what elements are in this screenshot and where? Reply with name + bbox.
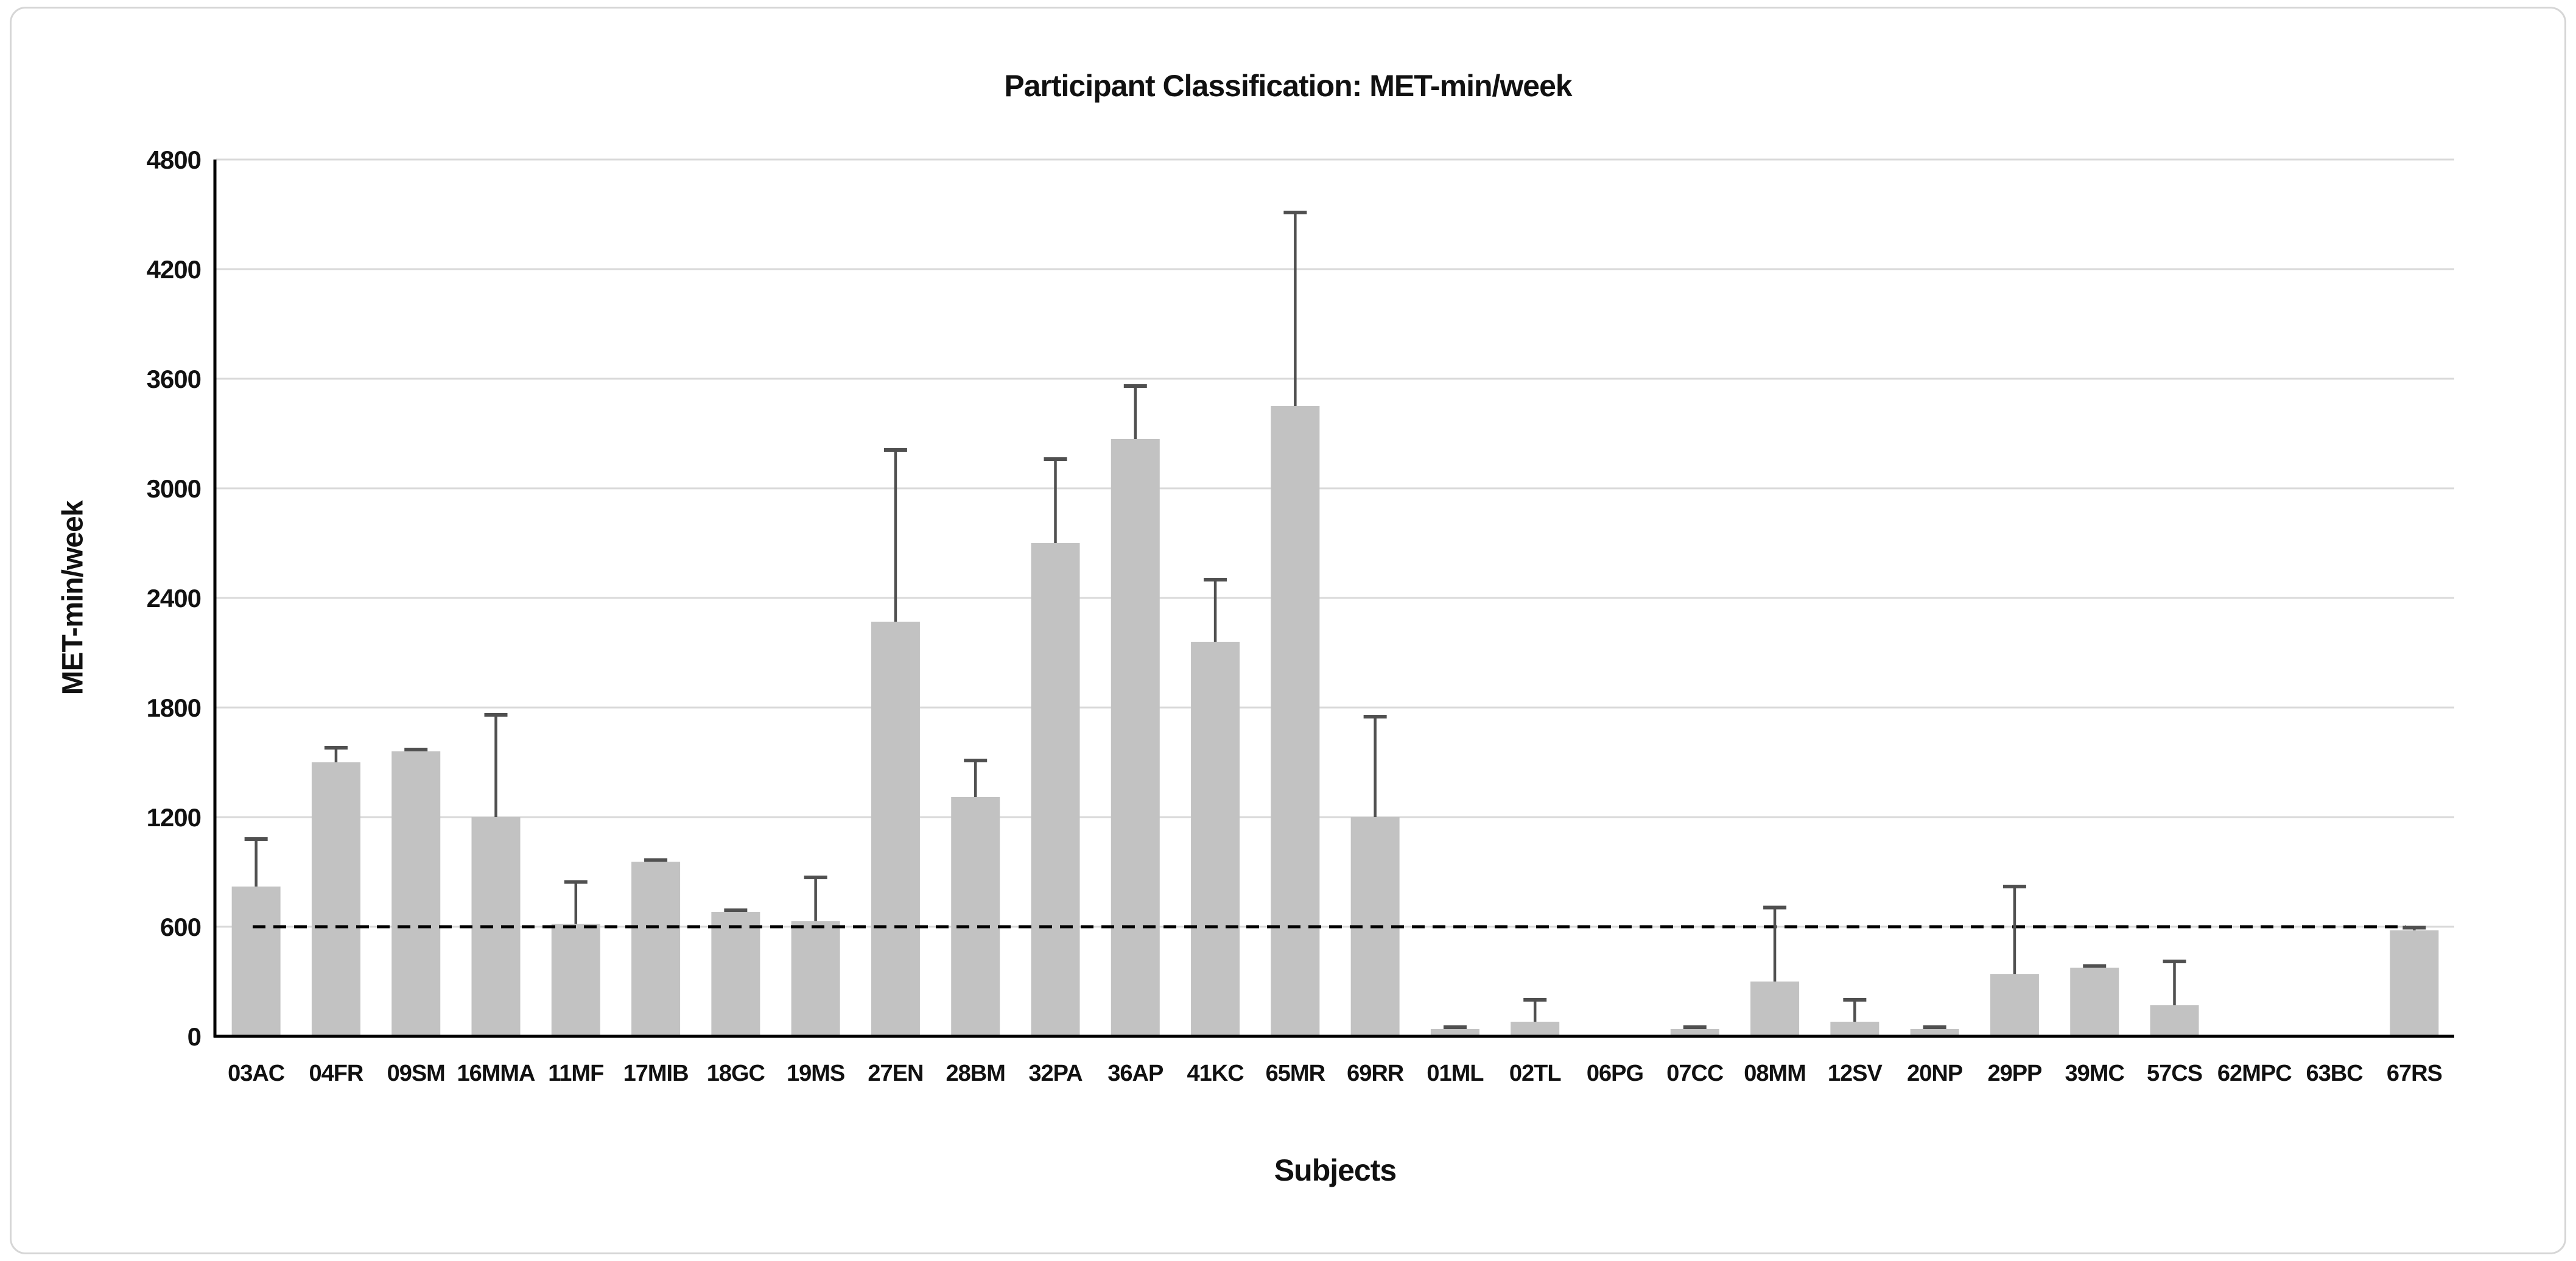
x-label-18GC: 18GC xyxy=(707,1061,765,1086)
x-label-69RR: 69RR xyxy=(1347,1061,1404,1086)
y-tick-label-2400: 2400 xyxy=(147,584,201,613)
y-tick-label-1200: 1200 xyxy=(147,803,201,832)
x-label-08MM: 08MM xyxy=(1744,1061,1806,1086)
x-label-19MS: 19MS xyxy=(787,1061,844,1086)
x-label-20NP: 20NP xyxy=(1907,1061,1963,1086)
x-label-32PA: 32PA xyxy=(1028,1061,1083,1086)
bar-67RS xyxy=(2390,930,2439,1036)
x-label-67RS: 67RS xyxy=(2387,1061,2442,1086)
bar-04FR xyxy=(311,762,360,1036)
bar-03AC xyxy=(231,887,281,1036)
bar-20NP xyxy=(1910,1029,1959,1036)
x-label-41KC: 41KC xyxy=(1187,1061,1244,1086)
bar-11MF xyxy=(551,924,600,1036)
bar-12SV xyxy=(1830,1022,1879,1036)
bar-02TL xyxy=(1511,1022,1560,1036)
x-label-12SV: 12SV xyxy=(1828,1061,1883,1086)
bar-01ML xyxy=(1430,1029,1479,1036)
bar-09SM xyxy=(391,751,441,1036)
x-label-62MPC: 62MPC xyxy=(2217,1061,2292,1086)
x-label-04FR: 04FR xyxy=(309,1061,363,1086)
y-tick-label-1800: 1800 xyxy=(147,694,201,722)
y-tick-label-3000: 3000 xyxy=(147,474,201,503)
x-label-57CS: 57CS xyxy=(2147,1061,2202,1086)
bar-32PA xyxy=(1031,543,1080,1036)
x-label-28BM: 28BM xyxy=(946,1061,1005,1086)
x-label-02TL: 02TL xyxy=(1509,1061,1561,1086)
bar-57CS xyxy=(2150,1005,2199,1036)
x-label-29PP: 29PP xyxy=(1987,1061,2042,1086)
y-tick-label-600: 600 xyxy=(160,913,201,941)
x-label-17MIB: 17MIB xyxy=(623,1061,689,1086)
bar-08MM xyxy=(1750,982,1800,1036)
x-label-11MF: 11MF xyxy=(548,1061,603,1086)
bar-28BM xyxy=(951,797,1000,1036)
bar-18GC xyxy=(711,912,760,1036)
x-label-36AP: 36AP xyxy=(1107,1061,1163,1086)
bar-36AP xyxy=(1111,439,1160,1036)
x-label-63BC: 63BC xyxy=(2306,1061,2363,1086)
x-label-03AC: 03AC xyxy=(228,1061,285,1086)
x-label-39MC: 39MC xyxy=(2065,1061,2125,1086)
x-label-01ML: 01ML xyxy=(1427,1061,1484,1086)
x-label-27EN: 27EN xyxy=(868,1061,923,1086)
y-tick-label-4200: 4200 xyxy=(147,255,201,284)
bar-19MS xyxy=(791,921,840,1036)
bar-29PP xyxy=(1990,974,2039,1036)
x-label-09SM: 09SM xyxy=(387,1061,445,1086)
x-label-16MMA: 16MMA xyxy=(457,1061,535,1086)
bar-65MR xyxy=(1271,406,1320,1036)
x-label-65MR: 65MR xyxy=(1266,1061,1325,1086)
bar-41KC xyxy=(1191,642,1240,1036)
bar-07CC xyxy=(1670,1029,1719,1036)
bar-17MIB xyxy=(631,862,681,1036)
x-label-07CC: 07CC xyxy=(1666,1061,1724,1086)
y-tick-label-3600: 3600 xyxy=(147,365,201,393)
bar-27EN xyxy=(871,622,920,1036)
y-tick-label-4800: 4800 xyxy=(147,146,201,174)
y-tick-label-0: 0 xyxy=(188,1022,201,1051)
chart-title: Participant Classification: MET-min/week xyxy=(1004,69,1572,103)
bar-39MC xyxy=(2070,968,2119,1036)
x-axis-title: Subjects xyxy=(1274,1153,1397,1187)
x-label-06PG: 06PG xyxy=(1587,1061,1643,1086)
